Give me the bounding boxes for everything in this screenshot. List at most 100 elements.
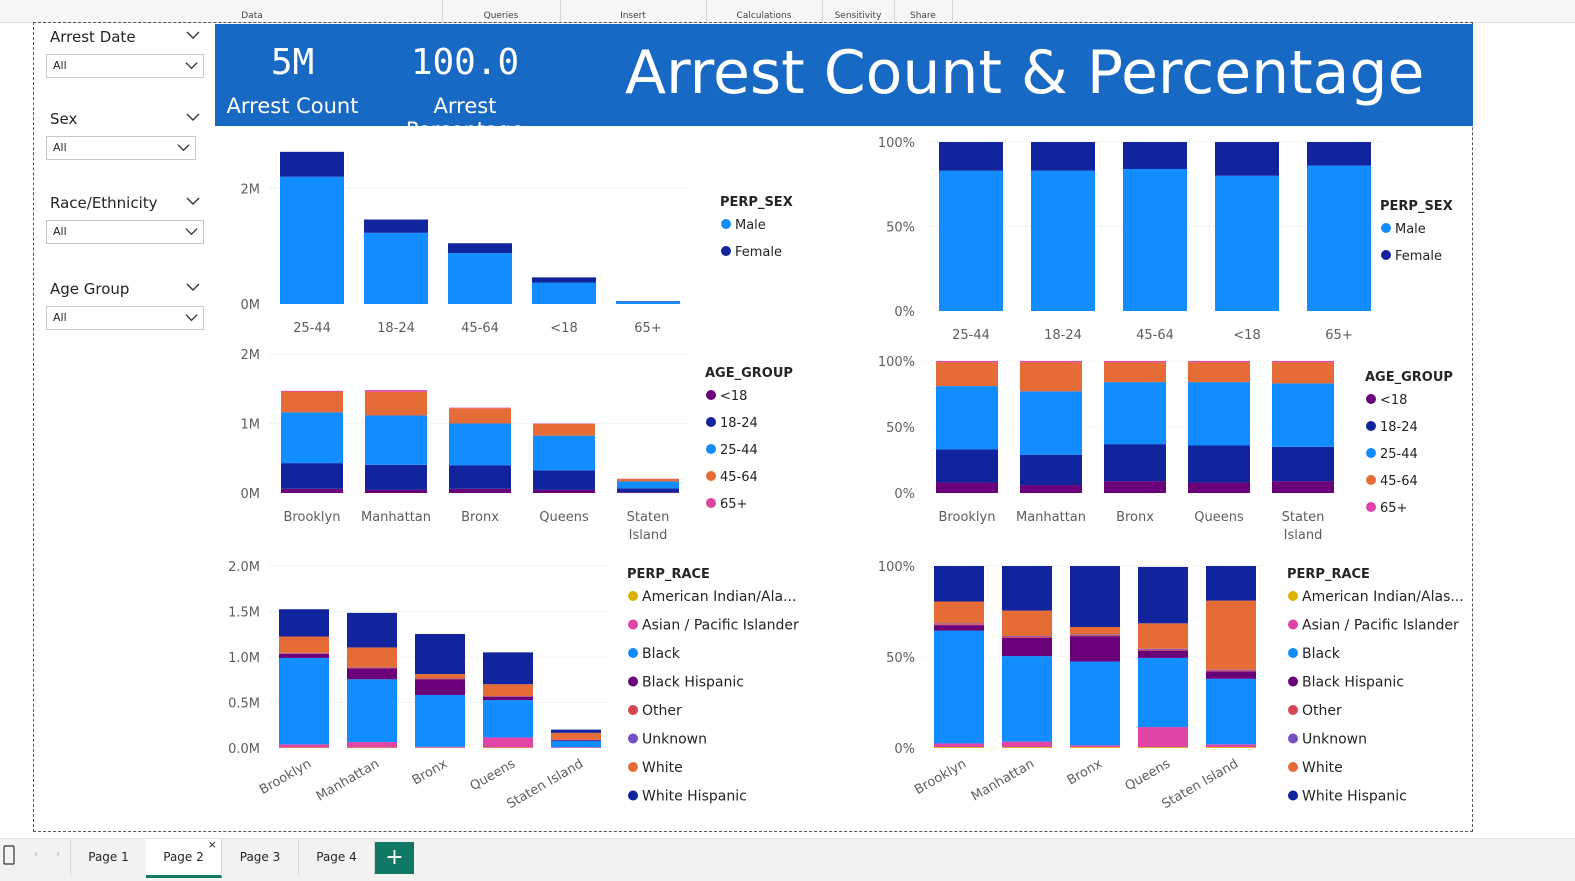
- bar-segment[interactable]: [551, 733, 601, 740]
- bar-segment[interactable]: [1002, 566, 1052, 611]
- bar-segment[interactable]: [1138, 651, 1188, 658]
- legend-marker[interactable]: [1366, 421, 1376, 431]
- legend-marker[interactable]: [628, 791, 638, 801]
- bar-segment[interactable]: [1104, 444, 1166, 481]
- bar-segment[interactable]: [1031, 142, 1095, 171]
- bar-segment[interactable]: [936, 361, 998, 362]
- bar-segment[interactable]: [1070, 636, 1120, 661]
- tab-page-1[interactable]: Page 1: [70, 839, 147, 875]
- bar-segment[interactable]: [448, 243, 512, 253]
- bar-segment[interactable]: [1123, 142, 1187, 169]
- bar-segment[interactable]: [934, 566, 984, 601]
- bar-segment[interactable]: [939, 171, 1003, 311]
- legend-marker[interactable]: [1381, 250, 1391, 260]
- bar-segment[interactable]: [1206, 671, 1256, 672]
- legend-entry[interactable]: 45-64: [720, 470, 758, 485]
- bar-segment[interactable]: [1002, 636, 1052, 637]
- legend-marker[interactable]: [628, 762, 638, 772]
- bar-segment[interactable]: [1020, 485, 1082, 493]
- bar-segment[interactable]: [1272, 383, 1334, 446]
- bar-segment[interactable]: [934, 743, 984, 747]
- bar-segment[interactable]: [532, 283, 596, 304]
- chevron-down-icon[interactable]: [186, 194, 200, 208]
- chevron-down-icon[interactable]: [186, 110, 200, 124]
- bar-segment[interactable]: [1104, 361, 1166, 362]
- bar-segment[interactable]: [279, 658, 329, 744]
- bar-segment[interactable]: [1272, 361, 1334, 362]
- bar-segment[interactable]: [1206, 672, 1256, 679]
- bar-segment[interactable]: [347, 647, 397, 667]
- bar-segment[interactable]: [279, 637, 329, 653]
- slicer-age-group[interactable]: Age Group All: [46, 278, 204, 330]
- bar-segment[interactable]: [1138, 649, 1188, 650]
- bar-segment[interactable]: [617, 481, 679, 488]
- bar-segment[interactable]: [551, 741, 601, 747]
- bar-segment[interactable]: [281, 391, 343, 392]
- bar-segment[interactable]: [936, 482, 998, 493]
- bar-segment[interactable]: [1215, 142, 1279, 176]
- legend-marker[interactable]: [628, 620, 638, 630]
- legend-entry[interactable]: White Hispanic: [642, 789, 747, 805]
- legend-entry[interactable]: Black: [642, 646, 681, 662]
- bar-segment[interactable]: [483, 684, 533, 696]
- bar-segment[interactable]: [415, 674, 465, 679]
- bar-segment[interactable]: [364, 220, 428, 233]
- bar-segment[interactable]: [483, 737, 533, 747]
- bar-segment[interactable]: [1138, 658, 1188, 727]
- bar-segment[interactable]: [1138, 650, 1188, 651]
- bar-segment[interactable]: [936, 386, 998, 449]
- bar-segment[interactable]: [280, 152, 344, 177]
- tab-page-2[interactable]: Page 2×: [146, 839, 222, 878]
- bar-segment[interactable]: [365, 392, 427, 416]
- chevron-down-icon[interactable]: [185, 225, 198, 238]
- bar-segment[interactable]: [533, 470, 595, 489]
- tab-page-4[interactable]: Page 4: [299, 839, 375, 875]
- bar-segment[interactable]: [1020, 455, 1082, 485]
- bar-segment[interactable]: [1272, 362, 1334, 383]
- slicer-sex[interactable]: Sex All: [46, 108, 204, 160]
- bar-segment[interactable]: [1206, 601, 1256, 670]
- legend-entry[interactable]: <18: [1380, 393, 1407, 408]
- bar-segment[interactable]: [1070, 662, 1120, 746]
- bar-segment[interactable]: [533, 436, 595, 471]
- bar-segment[interactable]: [616, 301, 680, 302]
- legend-entry[interactable]: Other: [1302, 703, 1342, 719]
- legend-entry[interactable]: Black Hispanic: [642, 675, 744, 691]
- bar-segment[interactable]: [1002, 656, 1052, 742]
- bar-segment[interactable]: [1070, 635, 1120, 636]
- tab-page-3[interactable]: Page 3: [222, 839, 299, 875]
- legend-entry[interactable]: Unknown: [1302, 732, 1367, 748]
- bar-segment[interactable]: [936, 362, 998, 386]
- bar-segment[interactable]: [281, 489, 343, 493]
- bar-segment[interactable]: [934, 623, 984, 624]
- prev-page-icon[interactable]: ‹: [34, 849, 38, 860]
- legend-marker[interactable]: [721, 246, 731, 256]
- bar-segment[interactable]: [1002, 638, 1052, 656]
- bar-segment[interactable]: [449, 408, 511, 409]
- bar-segment[interactable]: [1215, 176, 1279, 311]
- legend-entry[interactable]: Female: [1395, 249, 1442, 264]
- bar-segment[interactable]: [281, 412, 343, 463]
- slicer-race-ethnicity[interactable]: Race/Ethnicity All: [46, 192, 204, 244]
- legend-marker[interactable]: [628, 648, 638, 658]
- bar-segment[interactable]: [1002, 611, 1052, 636]
- bar-segment[interactable]: [934, 747, 984, 748]
- bar-segment[interactable]: [1138, 567, 1188, 623]
- bar-segment[interactable]: [449, 408, 511, 423]
- bar-segment[interactable]: [1002, 637, 1052, 638]
- bar-segment[interactable]: [1307, 166, 1371, 311]
- bar-segment[interactable]: [365, 390, 427, 392]
- bar-segment[interactable]: [347, 742, 397, 747]
- legend-marker[interactable]: [1288, 762, 1298, 772]
- bar-segment[interactable]: [415, 747, 465, 748]
- close-icon[interactable]: ×: [208, 827, 217, 863]
- bar-segment[interactable]: [934, 624, 984, 625]
- bar-segment[interactable]: [551, 730, 601, 733]
- legend-marker[interactable]: [1366, 502, 1376, 512]
- bar-segment[interactable]: [415, 634, 465, 674]
- bar-segment[interactable]: [1123, 169, 1187, 311]
